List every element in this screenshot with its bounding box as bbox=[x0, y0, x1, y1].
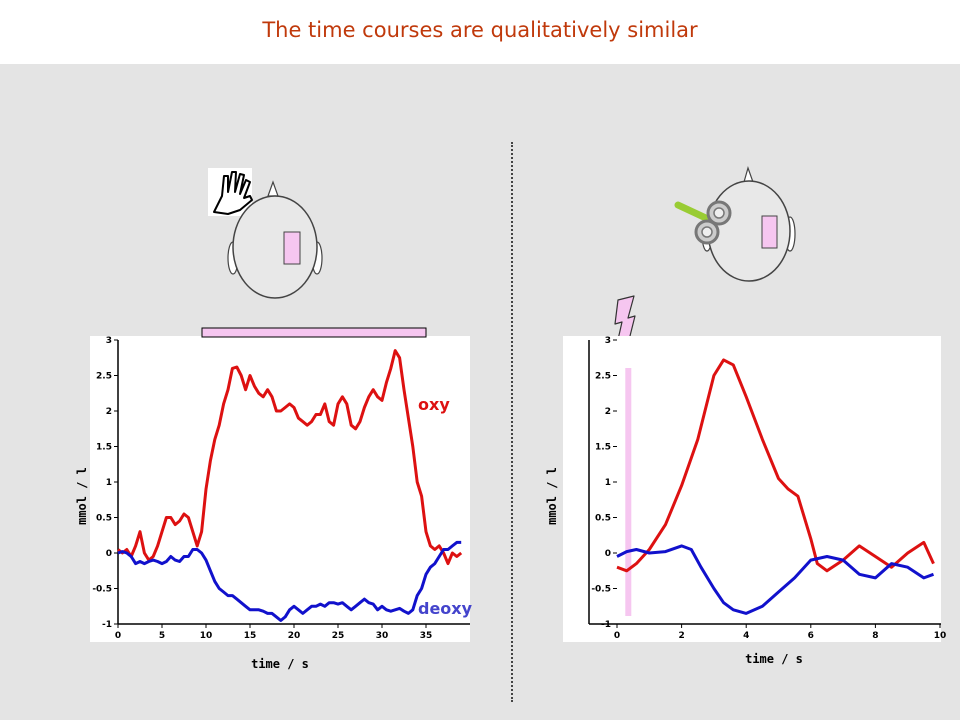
title-bar: The time courses are qualitatively simil… bbox=[0, 0, 960, 64]
y-tick-label: 2 bbox=[605, 407, 611, 417]
y-tick-label: 0.5 bbox=[96, 514, 112, 524]
x-tick-label: 2 bbox=[678, 631, 684, 641]
x-tick-label: 8 bbox=[872, 631, 878, 641]
x-tick-label: 5 bbox=[159, 631, 165, 641]
series-line-oxy bbox=[616, 358, 935, 573]
y-tick-label: -1 bbox=[102, 620, 112, 630]
y-tick-label: -0.5 bbox=[591, 585, 611, 595]
x-tick-label: 0 bbox=[115, 631, 121, 641]
y-axis-label: mmol / l bbox=[75, 467, 89, 525]
slide-title: The time courses are qualitatively simil… bbox=[262, 18, 698, 42]
y-tick-label: 2.5 bbox=[96, 372, 112, 382]
tms-coil-icon bbox=[674, 200, 732, 245]
panel-divider bbox=[511, 142, 513, 702]
y-tick-label: 0 bbox=[605, 549, 611, 559]
x-tick-label: 35 bbox=[420, 631, 433, 641]
left-illustration bbox=[208, 168, 323, 299]
head-icon bbox=[227, 180, 323, 299]
stimulus-bar bbox=[201, 327, 427, 338]
x-tick-label: 10 bbox=[200, 631, 213, 641]
y-tick-label: 1 bbox=[106, 478, 112, 488]
brain-region-marker-icon bbox=[761, 215, 778, 249]
x-tick-label: 0 bbox=[614, 631, 620, 641]
y-tick-label: 0 bbox=[106, 549, 112, 559]
x-tick-label: 20 bbox=[288, 631, 301, 641]
x-tick-label: 4 bbox=[743, 631, 749, 641]
x-tick-label: 10 bbox=[934, 631, 947, 641]
x-tick-label: 25 bbox=[332, 631, 345, 641]
x-tick-label: 30 bbox=[376, 631, 389, 641]
chart-oxy-deoxy-motor: -1 -0.5 0 0.5 1 1.5 2 2.5 3 0 5 10 15 20 25 30 35 oxy d… bbox=[75, 327, 473, 671]
x-tick-label: 6 bbox=[808, 631, 814, 641]
brain-region-marker-icon bbox=[283, 231, 301, 265]
stimulus-marker bbox=[625, 368, 632, 616]
plot-background bbox=[90, 336, 470, 642]
series-label-deoxy: deoxy bbox=[418, 599, 473, 618]
y-tick-label: -1 bbox=[601, 620, 611, 630]
y-tick-label: 3 bbox=[605, 336, 611, 346]
y-tick-label: 1.5 bbox=[96, 443, 112, 453]
y-tick-label: 1.5 bbox=[595, 443, 611, 453]
series-line-oxy bbox=[117, 349, 463, 566]
right-illustration bbox=[614, 166, 796, 365]
y-tick-label: -0.5 bbox=[92, 585, 112, 595]
y-tick-label: 0.5 bbox=[595, 514, 611, 524]
y-tick-label: 3 bbox=[106, 336, 112, 346]
series-line-deoxy bbox=[117, 540, 462, 622]
series-line-deoxy bbox=[616, 544, 935, 615]
plot-background bbox=[563, 336, 941, 642]
y-axis-label: mmol / l bbox=[545, 467, 559, 525]
y-tick-label: 2.5 bbox=[595, 372, 611, 382]
chart-oxy-deoxy-tms: -1 -0.5 0 0.5 1 1.5 2 2.5 3 0 2 4 6 8 10 time / s mmo… bbox=[545, 336, 946, 666]
x-axis-label: time / s bbox=[745, 652, 803, 666]
series-label-oxy: oxy bbox=[418, 395, 450, 414]
x-axis-label: time / s bbox=[251, 657, 309, 671]
x-tick-label: 15 bbox=[244, 631, 257, 641]
y-tick-label: 2 bbox=[106, 407, 112, 417]
y-tick-label: 1 bbox=[605, 478, 611, 488]
hand-icon bbox=[208, 168, 253, 216]
